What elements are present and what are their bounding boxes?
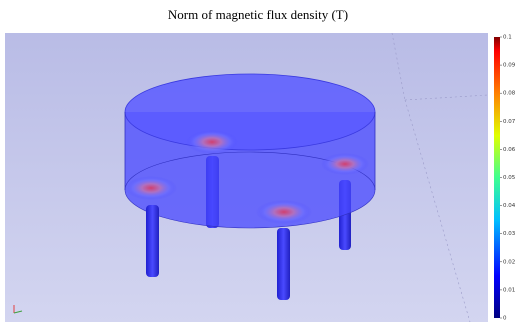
colorbar-tick-label: 0.07 <box>503 119 516 125</box>
colorbar-tick-label: 0.06 <box>503 147 516 153</box>
cylinder <box>125 74 375 228</box>
colorbar-tick-label: 0.01 <box>503 287 515 293</box>
page: {"chart_data": {"type": "surface", "titl… <box>0 0 520 322</box>
chart: Norm of magnetic flux density (T) 0 0.01 0… <box>0 0 520 322</box>
chart-title: Norm of magnetic flux density (T) <box>168 7 348 22</box>
colorbar-tick-label: 0 <box>503 316 507 322</box>
colorbar-tick-label: 0.09 <box>503 63 516 69</box>
colorbar-tick-label: 0.08 <box>503 91 516 97</box>
colorbar <box>494 37 500 318</box>
colorbar-tick-label: 0.04 <box>503 203 516 209</box>
colorbar-tick-label: 0.02 <box>503 259 515 265</box>
colorbar-tick-label: 0.1 <box>503 35 512 41</box>
colorbar-tick-label: 0.03 <box>503 231 516 237</box>
colorbar-tick-label: 0.05 <box>503 175 516 181</box>
